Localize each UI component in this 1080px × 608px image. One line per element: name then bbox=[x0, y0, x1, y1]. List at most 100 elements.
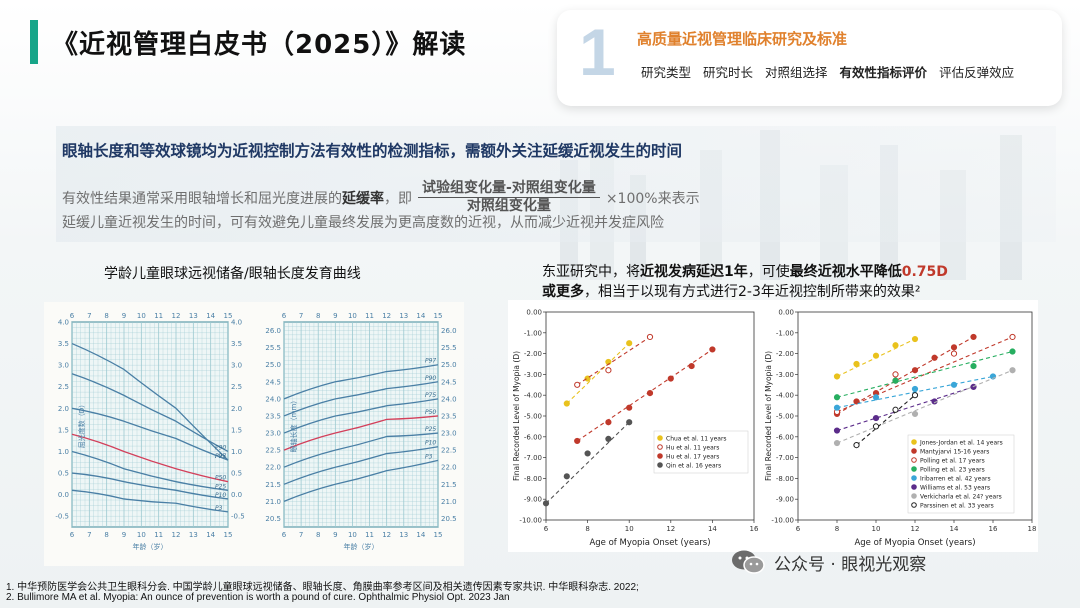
series-line-p3 bbox=[283, 459, 439, 502]
watermark: 公众号 · 眼视光观察 bbox=[730, 548, 926, 576]
x-tick-label: 14 bbox=[416, 312, 425, 320]
y-tick-label: 25.5 bbox=[265, 344, 281, 352]
series-label: P50 bbox=[425, 409, 436, 416]
caption-text: ，可使 bbox=[747, 264, 790, 280]
trend-line bbox=[836, 386, 974, 432]
x-tick-label: 13 bbox=[189, 312, 198, 320]
reference-1: 1. 中华预防医学会公共卫生眼科分会. 中国学龄儿童眼球远视储备、眼轴长度、角膜… bbox=[6, 582, 639, 593]
y-tick-label: -6.00 bbox=[524, 433, 542, 441]
y-tick-label: 0.5 bbox=[58, 470, 69, 478]
caption-bold: 或更多 bbox=[542, 284, 584, 300]
y-tick-label: 22.5 bbox=[265, 447, 281, 455]
y-tick-label: 24.5 bbox=[265, 378, 281, 386]
right-figure-caption: 东亚研究中，将近视发病延迟1年，可使最终近视水平降低0.75D bbox=[542, 261, 948, 281]
y-tick-label: 1.5 bbox=[231, 426, 242, 434]
caption-bold: 近视发病延迟1年 bbox=[640, 264, 748, 280]
data-point bbox=[833, 373, 841, 380]
y-tick-label: 20.5 bbox=[265, 515, 281, 523]
legend-marker bbox=[657, 453, 663, 459]
legend-marker bbox=[911, 493, 917, 499]
y-tick-label: 2.0 bbox=[231, 405, 242, 413]
right-figure-caption-cont: 或更多，相当于以现有方式进行2-3年近视控制所带来的效果² bbox=[542, 281, 920, 301]
trend-line bbox=[836, 369, 1013, 444]
onset-scatter-chart-a: 6 8 10 12 14 16 0.00 -1.00 -2.00 -3.00 -4.00 -5.00 -… bbox=[512, 309, 758, 549]
x-tick-label: 9 bbox=[122, 312, 126, 320]
x-tick-label: 15 bbox=[434, 312, 443, 320]
y-tick-label: 24.0 bbox=[265, 395, 281, 403]
x-tick-label: 9 bbox=[333, 312, 337, 320]
series-label: P3 bbox=[215, 505, 223, 512]
y-tick-label: 24.5 bbox=[441, 378, 457, 386]
legend-label: Verkicharla et al. 24? years bbox=[920, 493, 1002, 500]
series-label: P10 bbox=[215, 492, 226, 499]
y-tick-label: -7.00 bbox=[776, 454, 794, 462]
series-line-p90 bbox=[283, 381, 439, 417]
caption-text: 东亚研究中，将 bbox=[542, 264, 640, 280]
data-point bbox=[626, 340, 633, 347]
x-tick-label: 13 bbox=[399, 312, 408, 320]
data-point bbox=[584, 450, 591, 457]
x-tick-label: 11 bbox=[365, 531, 374, 539]
topic-item: 研究时长 bbox=[703, 65, 754, 80]
y-axis-label: Final Recorded Level of Myopia (D) bbox=[764, 351, 773, 481]
data-point bbox=[833, 394, 841, 401]
x-tick-label: 10 bbox=[872, 525, 881, 533]
legend-label: Chua et al. 11 years bbox=[666, 435, 727, 442]
legend-label: Parssinen et al. 33 years bbox=[920, 502, 994, 509]
legend-label: Qin et al. 16 years bbox=[666, 462, 721, 469]
series-label: P10 bbox=[425, 440, 436, 447]
series-line-p50 bbox=[71, 433, 229, 483]
x-tick-label: 12 bbox=[172, 312, 181, 320]
x-tick-label: 14 bbox=[950, 525, 959, 533]
data-point bbox=[605, 367, 612, 374]
x-tick-label: 13 bbox=[189, 531, 198, 539]
formula-text: ×100%来表示 bbox=[605, 190, 700, 207]
data-point bbox=[833, 427, 841, 434]
trend-line bbox=[836, 375, 994, 409]
data-point bbox=[970, 333, 977, 341]
topic-item: 研究类型 bbox=[641, 65, 692, 80]
y-tick-label: -3.00 bbox=[776, 371, 794, 379]
data-point bbox=[646, 390, 654, 397]
legend-marker bbox=[657, 435, 663, 441]
myopia-onset-figure: 6 8 10 12 14 16 0.00 -1.00 -2.00 -3.00 -4.00 -5.00 -… bbox=[508, 300, 1038, 552]
x-tick-label: 15 bbox=[224, 312, 233, 320]
y-tick-label: 0.0 bbox=[58, 491, 69, 499]
topic-item: 对照组选择 bbox=[765, 65, 828, 80]
data-point bbox=[911, 385, 919, 393]
x-tick-label: 8 bbox=[104, 531, 108, 539]
y-tick-label: 20.5 bbox=[441, 515, 457, 523]
data-point bbox=[872, 414, 880, 422]
formula-text: 有效性结果通常采用眼轴增长和屈光度进展的 bbox=[62, 190, 342, 207]
formula-keyword: 延缓率 bbox=[342, 190, 384, 207]
x-tick-label: 16 bbox=[750, 525, 758, 533]
axial-length-growth-chart: 6 6 7 7 8 8 9 9 10 10 11 11 12 12 13 13 14 14 15 15 20.5 20.5… bbox=[265, 312, 457, 551]
data-point bbox=[605, 419, 612, 426]
x-tick-label: 15 bbox=[224, 531, 233, 539]
x-tick-label: 14 bbox=[206, 531, 215, 539]
data-point bbox=[931, 354, 938, 361]
y-tick-label: 26.0 bbox=[265, 327, 281, 335]
data-point bbox=[833, 404, 841, 411]
trend-line bbox=[836, 350, 1013, 398]
legend-marker bbox=[657, 462, 663, 468]
data-point bbox=[872, 394, 880, 401]
legend-marker bbox=[911, 484, 917, 490]
x-tick-label: 12 bbox=[382, 531, 391, 539]
data-point bbox=[950, 381, 958, 388]
trend-line bbox=[576, 336, 651, 386]
series-label: P97 bbox=[215, 453, 226, 460]
caption-bold: 最终近视水平降低 bbox=[789, 264, 902, 280]
y-tick-label: 1.0 bbox=[58, 448, 69, 456]
series-line-p3 bbox=[71, 489, 229, 513]
legend-marker bbox=[911, 448, 917, 454]
y-tick-label: -8.00 bbox=[776, 475, 794, 483]
data-point bbox=[892, 342, 899, 349]
data-point bbox=[911, 410, 919, 418]
formula-text: ，即 bbox=[384, 190, 412, 207]
series-label: P97 bbox=[425, 358, 436, 365]
x-tick-label: 7 bbox=[299, 312, 303, 320]
x-tick-label: 7 bbox=[87, 312, 91, 320]
series-line-p75 bbox=[71, 407, 229, 461]
y-tick-label: 1.5 bbox=[58, 426, 69, 434]
